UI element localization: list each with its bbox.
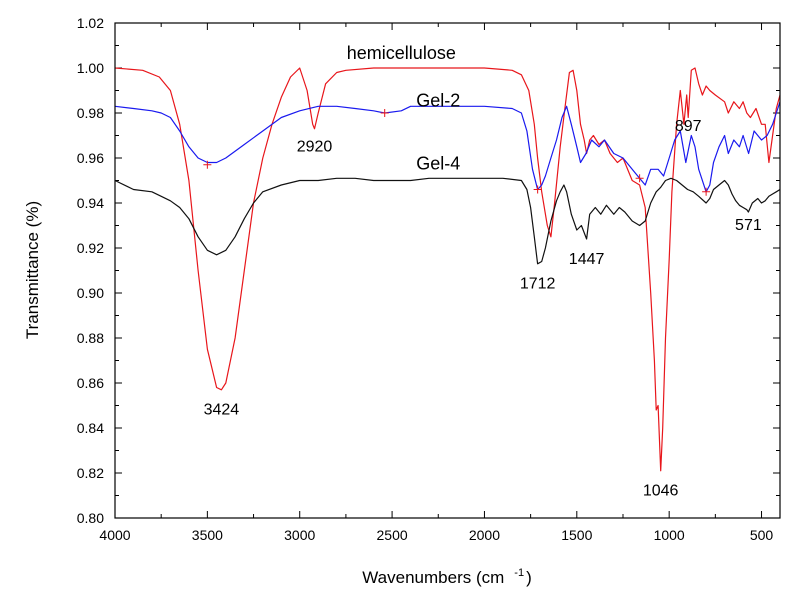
- peak-annotation: 897: [675, 118, 702, 135]
- x-tick-label: 1000: [654, 527, 685, 543]
- y-tick-label: 0.92: [77, 240, 104, 256]
- y-axis-title: Transmittance (%): [23, 201, 42, 339]
- x-axis-title-suffix: ): [526, 568, 532, 587]
- series-label: hemicellulose: [347, 43, 456, 63]
- y-tick-label: 0.80: [77, 510, 104, 526]
- y-tick-label: 0.84: [77, 420, 104, 436]
- y-tick-label: 0.88: [77, 330, 104, 346]
- y-tick-label: 0.94: [77, 195, 104, 211]
- y-tick-label: 0.98: [77, 105, 104, 121]
- x-axis-title-main: Wavenumbers (cm: [362, 568, 504, 587]
- peak-annotation: 571: [735, 217, 762, 234]
- peak-annotation: 3424: [204, 402, 240, 419]
- cross-marker: [533, 185, 542, 194]
- cross-marker: [702, 187, 711, 196]
- cross-marker: [380, 109, 389, 117]
- plot-frame: [114, 22, 781, 519]
- y-tick-label: 1.02: [77, 15, 104, 31]
- y-tick-label: 0.90: [77, 285, 104, 301]
- y-tick-label: 0.86: [77, 375, 104, 391]
- peak-annotation: 1447: [569, 251, 605, 268]
- peak-annotation: 1712: [520, 276, 556, 293]
- x-tick-label: 1500: [561, 527, 592, 543]
- series-line-gel-4: [114, 177, 781, 265]
- y-tick-label: 0.82: [77, 465, 104, 481]
- peak-annotation: 2920: [297, 138, 333, 155]
- series-layer: [114, 67, 781, 472]
- x-axis-title: Wavenumbers (cm -1): [362, 567, 531, 587]
- series-line-hemicellulose: [114, 67, 781, 472]
- series-label: Gel-4: [416, 153, 460, 173]
- x-tick-label: 2000: [469, 527, 500, 543]
- series-label: Gel-2: [416, 90, 460, 110]
- x-tick-label: 4000: [99, 527, 130, 543]
- x-axis-title-superscript: -1: [514, 567, 524, 579]
- peak-annotation: 1046: [643, 483, 679, 500]
- cross-marker: [635, 174, 644, 183]
- x-tick-label: 2500: [377, 527, 408, 543]
- ticks-layer: 4000 3500 3000 2500 2000 1500 1000 500 0.80 0.82 0…: [77, 15, 780, 543]
- cross-marker: [203, 160, 212, 169]
- y-tick-label: 1.00: [77, 60, 104, 76]
- x-tick-label: 3000: [284, 527, 315, 543]
- y-tick-label: 0.96: [77, 150, 104, 166]
- x-tick-label: 500: [750, 527, 774, 543]
- x-tick-label: 3500: [192, 527, 223, 543]
- labels-layer: hemicellulose Gel-2 Gel-4 3424 2920 1712 1447 1…: [204, 43, 762, 500]
- markers-layer: [203, 109, 711, 196]
- series-line-gel-2: [114, 101, 781, 193]
